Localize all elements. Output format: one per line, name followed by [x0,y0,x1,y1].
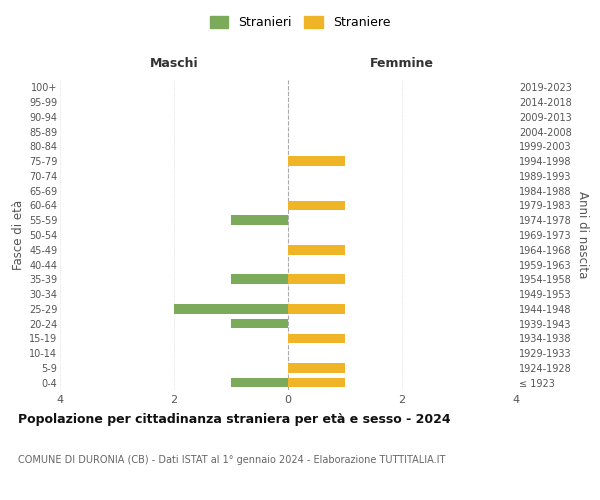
Bar [288,245,345,254]
Y-axis label: Anni di nascita: Anni di nascita [576,192,589,278]
Bar [231,319,288,328]
Text: Popolazione per cittadinanza straniera per età e sesso - 2024: Popolazione per cittadinanza straniera p… [18,412,451,426]
Bar [231,274,288,284]
Bar [288,378,345,388]
Bar [231,378,288,388]
Legend: Stranieri, Straniere: Stranieri, Straniere [209,16,391,29]
Y-axis label: Fasce di età: Fasce di età [11,200,25,270]
Text: COMUNE DI DURONIA (CB) - Dati ISTAT al 1° gennaio 2024 - Elaborazione TUTTITALIA: COMUNE DI DURONIA (CB) - Dati ISTAT al 1… [18,455,445,465]
Bar [288,156,345,166]
Bar [288,304,345,314]
Bar [288,200,345,210]
Bar [288,274,345,284]
Bar [288,363,345,372]
Bar [174,304,288,314]
Bar [288,334,345,343]
Bar [231,216,288,225]
Text: Femmine: Femmine [370,56,434,70]
Text: Maschi: Maschi [149,56,199,70]
